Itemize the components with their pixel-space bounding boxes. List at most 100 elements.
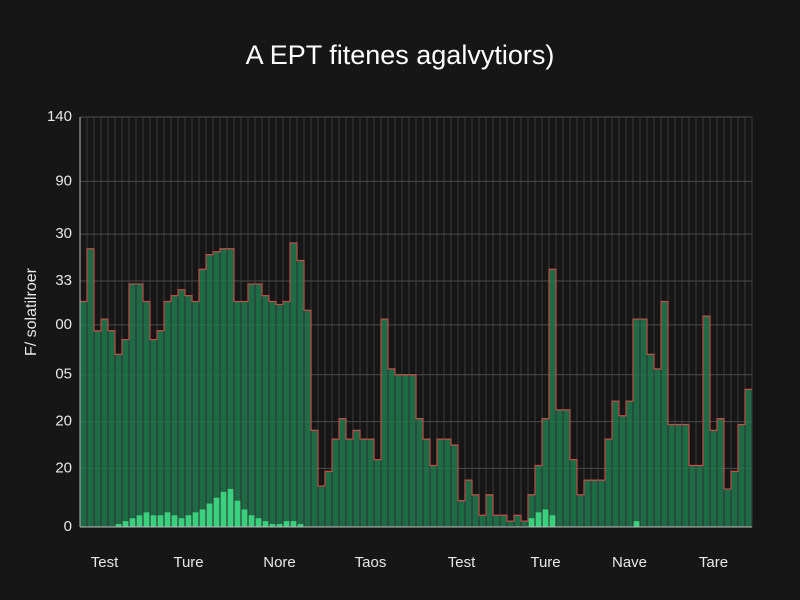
bar: [416, 418, 423, 527]
bar: [227, 248, 234, 528]
bar: [493, 515, 500, 527]
bar: [500, 515, 507, 527]
bar: [129, 518, 136, 527]
bar: [409, 374, 416, 527]
y-tick-label: 20: [55, 413, 72, 430]
bar: [381, 319, 388, 527]
bar: [269, 301, 276, 527]
bar: [374, 459, 381, 527]
x-tick-label: Test: [91, 554, 119, 571]
bar: [598, 480, 605, 527]
bar: [367, 439, 374, 527]
x-tick-label: Taos: [355, 554, 387, 571]
bar: [612, 401, 619, 527]
bar: [304, 310, 311, 527]
x-tick-label: Ture: [530, 554, 560, 571]
bar: [269, 524, 276, 527]
bar: [213, 251, 220, 527]
bar-outline: [80, 242, 752, 522]
x-tick-label: Ture: [173, 554, 203, 571]
bar: [87, 248, 94, 528]
bar: [661, 301, 668, 527]
bar: [745, 389, 752, 527]
bar: [633, 319, 640, 527]
y-tick-label: 0: [64, 518, 72, 535]
x-tick-label: Test: [448, 554, 476, 571]
bar: [360, 439, 367, 527]
y-tick-label: 20: [55, 459, 72, 476]
bar: [640, 319, 647, 527]
bar: [115, 524, 122, 527]
bar: [283, 301, 290, 527]
x-tick-label: Tare: [699, 554, 728, 571]
bar: [731, 471, 738, 527]
bar: [717, 418, 724, 527]
bar: [150, 339, 157, 527]
bar: [549, 269, 556, 527]
bar: [234, 500, 241, 527]
bar: [507, 521, 514, 527]
bar: [535, 512, 542, 527]
bar: [108, 330, 115, 527]
bar: [220, 491, 227, 527]
bar: [465, 480, 472, 527]
bar: [80, 301, 87, 527]
bar: [101, 319, 108, 527]
bar: [535, 465, 542, 527]
bar: [171, 295, 178, 527]
bar: [178, 518, 185, 527]
bar: [171, 515, 178, 527]
bar: [136, 283, 143, 527]
bar: [430, 465, 437, 527]
chart-title: A EPT fitenes agalvytiors): [246, 40, 555, 70]
bar: [311, 430, 318, 527]
bar: [423, 439, 430, 527]
bar: [738, 424, 745, 527]
y-tick-label: 33: [55, 272, 72, 289]
bar: [402, 374, 409, 527]
bar: [290, 242, 297, 527]
bar: [248, 515, 255, 527]
bar: [164, 512, 171, 527]
bar: [388, 368, 395, 527]
bar: [696, 465, 703, 527]
bar: [570, 459, 577, 527]
bar: [339, 418, 346, 527]
bar: [234, 301, 241, 527]
bar: [486, 494, 493, 527]
bar: [346, 439, 353, 527]
bar: [724, 488, 731, 527]
y-tick-label: 30: [55, 225, 72, 242]
bar: [528, 494, 535, 527]
x-tick-label: Nave: [612, 554, 647, 571]
x-tick-label: Nore: [263, 554, 296, 571]
bar: [675, 424, 682, 527]
bar: [542, 509, 549, 527]
bar: [283, 521, 290, 527]
bar: [255, 518, 262, 527]
bar: [325, 471, 332, 527]
bar: [227, 488, 234, 527]
bar: [241, 509, 248, 527]
bar: [185, 295, 192, 527]
bar: [248, 283, 255, 527]
bar: [241, 301, 248, 527]
bar: [542, 418, 549, 527]
bar: [444, 439, 451, 527]
bar: [710, 430, 717, 527]
bar: [577, 494, 584, 527]
bar: [605, 439, 612, 527]
bar: [290, 521, 297, 527]
bar: [689, 465, 696, 527]
bar: [626, 401, 633, 527]
bar: [668, 424, 675, 527]
bar: [332, 439, 339, 527]
bar: [318, 486, 325, 527]
bar: [185, 515, 192, 527]
y-tick-label: 05: [55, 366, 72, 383]
bar: [563, 409, 570, 527]
bar: [136, 515, 143, 527]
bar: [458, 500, 465, 527]
y-tick-label: 140: [47, 108, 72, 125]
